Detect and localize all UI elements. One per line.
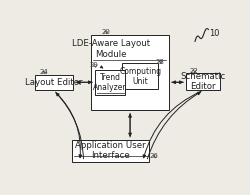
Text: Schematic
Editor: Schematic Editor: [180, 72, 226, 91]
FancyBboxPatch shape: [186, 73, 220, 90]
FancyBboxPatch shape: [95, 70, 125, 95]
Text: Computing
Unit: Computing Unit: [119, 67, 161, 86]
Text: 22: 22: [190, 68, 198, 74]
Text: Application User
Interface: Application User Interface: [76, 141, 146, 160]
FancyBboxPatch shape: [35, 75, 73, 90]
FancyBboxPatch shape: [72, 140, 150, 161]
Text: 29: 29: [90, 62, 99, 68]
Text: 28: 28: [156, 59, 164, 65]
Text: 20: 20: [102, 29, 110, 35]
FancyBboxPatch shape: [91, 35, 169, 111]
Text: 10: 10: [209, 29, 220, 38]
Text: 26: 26: [150, 153, 159, 159]
Text: Layout Editor: Layout Editor: [25, 78, 83, 87]
Text: Trend
Analyzer: Trend Analyzer: [94, 73, 127, 92]
Text: 24: 24: [40, 69, 48, 75]
Text: LDE-Aware Layout
Module: LDE-Aware Layout Module: [72, 39, 150, 59]
FancyBboxPatch shape: [122, 63, 158, 90]
